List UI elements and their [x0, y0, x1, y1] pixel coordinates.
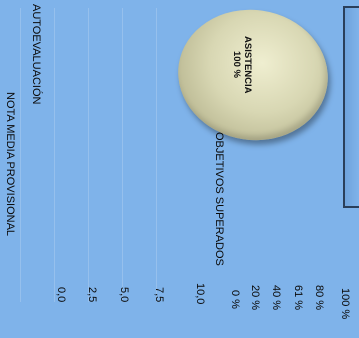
tick-label: 10,0: [194, 283, 206, 305]
gridline: [20, 8, 21, 302]
tick-label: 100 %: [339, 288, 351, 320]
tick-label: 2,5: [86, 287, 98, 303]
tick-label: 40 %: [270, 285, 282, 311]
tick-label: 61 %: [292, 285, 304, 311]
tick-label: 5,0: [118, 287, 130, 303]
asistencia-badge-text: ASISTENCIA 100 %: [231, 36, 253, 94]
tick-label: 0 %: [229, 290, 241, 309]
gridline: [122, 8, 123, 302]
tick-label: 80 %: [313, 285, 325, 311]
asistencia-badge: [169, 0, 337, 150]
objetivos-label: OBJETIVOS SUPERADOS: [213, 132, 225, 266]
badge-value: 100 %: [231, 51, 242, 79]
gridline: [88, 8, 89, 302]
nota-media-label: NOTA MEDIA PROVISIONAL: [4, 92, 16, 237]
gridline: [156, 8, 157, 302]
tick-label: 0,0: [55, 287, 67, 303]
badge-title: ASISTENCIA: [242, 36, 253, 94]
tick-label: 20 %: [249, 285, 261, 311]
legend-panel: [343, 6, 359, 208]
tick-label: 7,5: [153, 287, 165, 303]
autoevaluacion-label: AUTOEVALUACIÓN: [30, 4, 42, 105]
gridline: [54, 8, 55, 302]
